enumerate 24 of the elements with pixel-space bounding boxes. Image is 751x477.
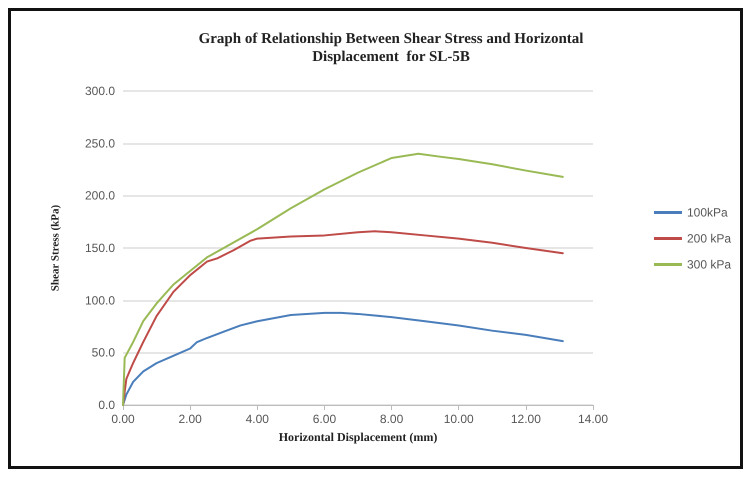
y-tick-label: 50.0 [92,346,116,360]
x-tick-label: 0.00 [111,412,135,426]
x-tick-label: 2.00 [178,412,202,426]
y-tick-label: 0.0 [98,398,116,412]
x-tick-label: 12.00 [510,412,542,426]
chart-title: Graph of Relationship Between Shear Stress and Horizontal Displacement for SL-5B [198,31,584,65]
y-tick-label: 150.0 [84,241,116,255]
x-tick-label: 4.00 [246,412,270,426]
x-tick-label: 8.00 [380,412,404,426]
x-tick-label: 10.00 [444,412,474,426]
y-axis-title: Shear Stress (kPa) [50,204,62,292]
line-series [122,230,564,406]
legend-label: 100kPa [686,206,728,220]
legend-label: 200 kPa [686,232,732,246]
x-tick-label: 6.00 [312,412,336,426]
x-tick-label: 14.00 [578,412,608,426]
y-tick-label: 250.0 [84,136,116,150]
y-tick-label: 100.0 [84,293,116,308]
line-series [122,312,564,406]
y-tick-label: 200.0 [84,188,116,203]
x-axis-title: Horizontal Displacement (mm) [278,430,438,444]
y-tick-label: 300.0 [84,84,116,98]
line-series [122,152,564,406]
legend-label: 300 kPa [686,258,732,272]
